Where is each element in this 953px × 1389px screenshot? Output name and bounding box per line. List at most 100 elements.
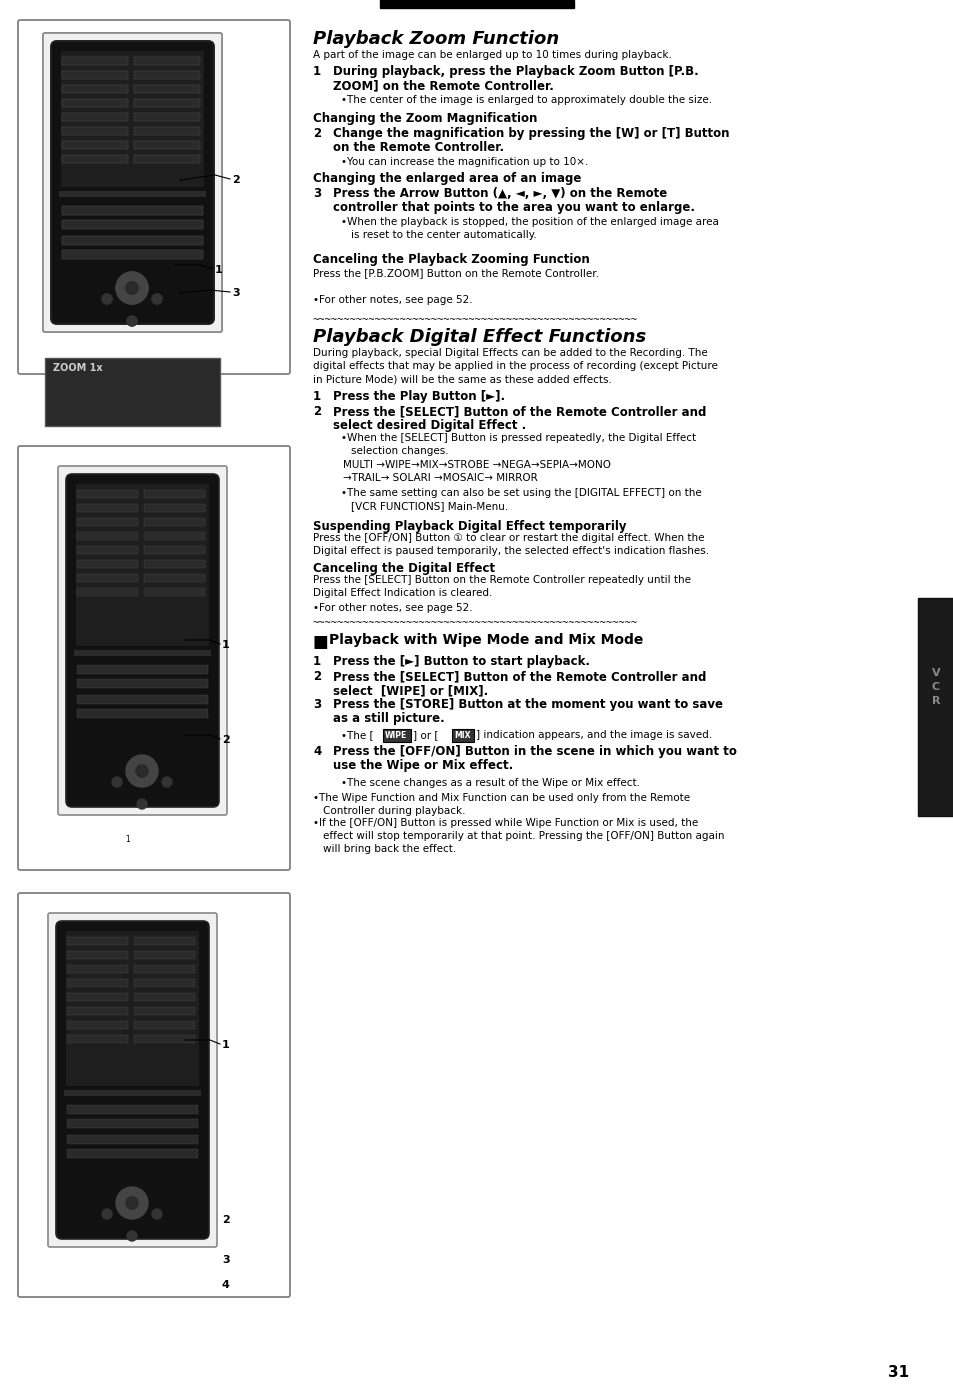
Bar [62, 250, 203, 258]
Bar [127, 272, 137, 304]
Text: 4: 4 [222, 1281, 230, 1290]
Text: WIPE: WIPE [385, 731, 407, 740]
Bar [77, 665, 208, 674]
Bar [137, 756, 147, 788]
Bar [116, 283, 148, 293]
Text: ] indication appears, and the image is saved.: ] indication appears, and the image is s… [476, 731, 711, 740]
Bar [67, 1106, 198, 1114]
Text: as a still picture.: as a still picture. [333, 713, 444, 725]
Text: During playback, special Digital Effects can be added to the Recording. The: During playback, special Digital Effects… [313, 349, 707, 358]
Bar [62, 85, 128, 93]
FancyBboxPatch shape [18, 19, 290, 374]
Bar [133, 156, 200, 163]
Circle shape [127, 317, 137, 326]
Circle shape [126, 756, 158, 788]
Bar [133, 142, 200, 149]
Circle shape [127, 1231, 137, 1240]
FancyBboxPatch shape [51, 42, 213, 324]
Bar [379, 0, 574, 8]
Circle shape [127, 317, 137, 326]
Circle shape [116, 272, 148, 304]
Text: Playback with Wipe Mode and Mix Mode: Playback with Wipe Mode and Mix Mode [329, 633, 642, 647]
Text: •The Wipe Function and Mix Function can be used only from the Remote: •The Wipe Function and Mix Function can … [313, 793, 689, 803]
Bar [133, 99, 200, 107]
Bar [127, 272, 137, 304]
Bar [77, 679, 208, 688]
Circle shape [126, 1197, 138, 1208]
Bar [133, 57, 200, 65]
Text: in Picture Mode) will be the same as these added effects.: in Picture Mode) will be the same as the… [313, 374, 611, 383]
Bar [76, 483, 209, 646]
FancyBboxPatch shape [58, 465, 227, 815]
Text: on the Remote Controller.: on the Remote Controller. [333, 142, 503, 154]
Bar [62, 113, 128, 121]
Circle shape [136, 765, 148, 776]
Bar [62, 142, 128, 149]
Bar [144, 532, 205, 540]
Text: 3: 3 [232, 288, 239, 299]
Bar [62, 206, 203, 215]
Text: Playback Zoom Function: Playback Zoom Function [313, 31, 558, 49]
Text: 3: 3 [313, 699, 321, 711]
Bar [144, 574, 205, 582]
Text: Canceling the Playback Zooming Function: Canceling the Playback Zooming Function [313, 253, 589, 267]
Bar [133, 113, 200, 121]
Text: ] or [: ] or [ [413, 731, 438, 740]
Bar [67, 951, 128, 958]
Text: MULTI →WIPE→MIX→STROBE →NEGA→SEPIA→MONO: MULTI →WIPE→MIX→STROBE →NEGA→SEPIA→MONO [343, 460, 610, 469]
Text: •For other notes, see page 52.: •For other notes, see page 52. [313, 294, 472, 306]
Text: ■: ■ [313, 633, 329, 651]
Text: Press the [P.B.ZOOM] Button on the Remote Controller.: Press the [P.B.ZOOM] Button on the Remot… [313, 268, 598, 278]
Bar [133, 71, 200, 79]
Text: use the Wipe or Mix effect.: use the Wipe or Mix effect. [333, 758, 513, 772]
Bar [77, 694, 208, 704]
Bar [45, 358, 220, 426]
Text: 31: 31 [887, 1365, 908, 1381]
Bar [77, 546, 138, 554]
Text: Press the [►] Button to start playback.: Press the [►] Button to start playback. [333, 656, 589, 668]
Text: 2: 2 [313, 126, 321, 140]
Bar [62, 206, 203, 215]
Text: ZOOM] on the Remote Controller.: ZOOM] on the Remote Controller. [333, 79, 554, 92]
Text: 2: 2 [222, 1215, 230, 1225]
Text: 2: 2 [222, 735, 230, 745]
Circle shape [152, 294, 162, 304]
Bar [62, 99, 128, 107]
Text: Press the [SELECT] Button on the Remote Controller repeatedly until the: Press the [SELECT] Button on the Remote … [313, 575, 690, 585]
Bar [67, 965, 128, 974]
Text: 1: 1 [313, 656, 321, 668]
Text: controller that points to the area you want to enlarge.: controller that points to the area you w… [333, 201, 695, 214]
Bar [133, 965, 194, 974]
Bar [133, 113, 200, 121]
Bar [77, 518, 138, 526]
Text: 1: 1 [214, 265, 222, 275]
Text: Digital Effect Indication is cleared.: Digital Effect Indication is cleared. [313, 588, 492, 599]
Text: Change the magnification by pressing the [W] or [T] Button: Change the magnification by pressing the… [333, 126, 729, 140]
Bar [62, 85, 128, 93]
Bar [77, 588, 138, 596]
Bar [62, 219, 203, 229]
Circle shape [137, 799, 147, 808]
Text: 2: 2 [313, 406, 321, 418]
Bar [64, 1090, 201, 1096]
Bar [67, 979, 128, 988]
Circle shape [116, 1188, 148, 1220]
Bar [116, 283, 148, 293]
Bar [62, 71, 128, 79]
Bar [116, 1197, 148, 1208]
Text: 1: 1 [125, 835, 130, 845]
Bar [382, 729, 411, 742]
Bar [67, 1120, 198, 1128]
Bar [144, 546, 205, 554]
Bar [144, 518, 205, 526]
Bar [133, 1007, 194, 1015]
Bar [144, 504, 205, 513]
Text: will bring back the effect.: will bring back the effect. [323, 845, 456, 854]
Text: •The scene changes as a result of the Wipe or Mix effect.: •The scene changes as a result of the Wi… [340, 778, 639, 788]
Text: 3: 3 [222, 1256, 230, 1265]
Bar [67, 993, 128, 1001]
Bar [133, 142, 200, 149]
Circle shape [102, 294, 112, 304]
Circle shape [126, 1197, 138, 1208]
Circle shape [116, 272, 148, 304]
